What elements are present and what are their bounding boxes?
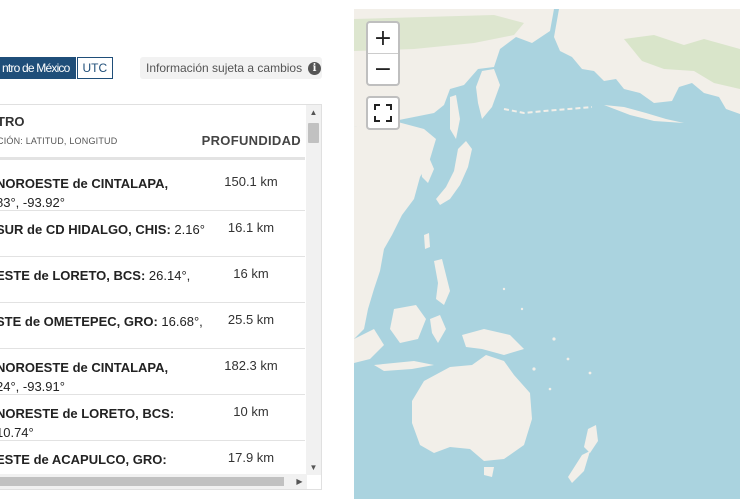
vertical-scroll-thumb[interactable] (308, 123, 319, 143)
info-notice-text: Información sujeta a cambios (146, 61, 303, 75)
scroll-right-arrow-icon[interactable]: ▶ (296, 477, 303, 486)
row-place: NORESTE de LORETO, BCS: (0, 406, 175, 421)
timezone-local-button[interactable]: ntro de México (0, 57, 76, 79)
row-coords: 10.74° (0, 425, 34, 440)
table-row[interactable]: ESTE de LORETO, BCS: 26.14°, 16 km (0, 257, 305, 303)
row-coords: 2.16° (174, 222, 205, 237)
fullscreen-icon (374, 104, 392, 122)
horizontal-scrollbar[interactable]: ▶ (0, 474, 307, 489)
row-depth: 150.1 km (224, 174, 278, 189)
row-location: ESTE de ACAPULCO, GRO: (0, 450, 211, 469)
scroll-down-arrow-icon[interactable]: ▼ (309, 463, 318, 472)
row-coords: 16.68°, (161, 314, 203, 329)
info-icon[interactable]: i (308, 61, 322, 75)
row-place: NOROESTE de CINTALAPA, (0, 360, 169, 375)
row-place: NOROESTE de CINTALAPA, (0, 176, 169, 191)
row-place: ESTE de ACAPULCO, GRO: (0, 452, 167, 467)
scroll-up-arrow-icon[interactable]: ▲ (309, 108, 318, 117)
zoom-control: + − (366, 21, 400, 86)
table-row[interactable]: NORESTE de LORETO, BCS: 10.74° 10 km (0, 395, 305, 441)
row-location: ESTE de LORETO, BCS: 26.14°, (0, 266, 211, 285)
column-header-center[interactable]: TRO (0, 114, 25, 129)
row-location: NOROESTE de CINTALAPA, 83°, -93.92° (0, 174, 211, 212)
zoom-in-button[interactable]: + (368, 23, 398, 54)
row-coords: 26.14°, (148, 268, 191, 283)
row-depth: 16 km (233, 266, 269, 281)
table-header: TRO CIÓN: LATITUD, LONGITUD PROFUNDIDAD (0, 105, 305, 160)
table-row[interactable]: STE de OMETEPEC, GRO: 16.68°, 25.5 km (0, 303, 305, 349)
timezone-utc-button[interactable]: UTC (76, 57, 114, 79)
map[interactable]: + − (354, 9, 740, 499)
row-depth: 16.1 km (227, 220, 275, 235)
timezone-toggle: ntro de México UTC (0, 57, 114, 79)
row-place: STE de OMETEPEC, GRO: (0, 314, 158, 329)
row-location: NORESTE de LORETO, BCS: 10.74° (0, 404, 211, 442)
row-place: ESTE de LORETO, BCS: (0, 268, 146, 283)
row-coords: 83°, -93.92° (0, 195, 65, 210)
row-location: NOROESTE de CINTALAPA, 24°, -93.91° (0, 358, 211, 396)
earthquake-table: TRO CIÓN: LATITUD, LONGITUD PROFUNDIDAD … (0, 104, 322, 490)
column-header-depth[interactable]: PROFUNDIDAD (201, 133, 301, 148)
table-row[interactable]: NOROESTE de CINTALAPA, 83°, -93.92° 150.1 … (0, 165, 305, 211)
row-depth: 25.5 km (227, 312, 275, 327)
table-body: NOROESTE de CINTALAPA, 83°, -93.92° 150.1 … (0, 165, 305, 487)
row-depth: 10 km (233, 404, 269, 419)
row-depth: 182.3 km (224, 358, 278, 373)
horizontal-scroll-thumb[interactable] (0, 477, 284, 486)
info-notice: Información sujeta a cambios i (140, 57, 322, 79)
vertical-scrollbar[interactable]: ▲ ▼ (306, 105, 321, 475)
row-location: SUR de CD HIDALGO, CHIS: 2.16° (0, 220, 211, 239)
column-header-location-sub: CIÓN: LATITUD, LONGITUD (0, 136, 118, 146)
table-row[interactable]: NOROESTE de CINTALAPA, 24°, -93.91° 182.3 … (0, 349, 305, 395)
row-coords: 24°, -93.91° (0, 379, 65, 394)
fullscreen-button[interactable] (366, 96, 400, 130)
row-depth: 17.9 km (227, 450, 275, 465)
map-tiles (354, 9, 740, 483)
zoom-out-button[interactable]: − (373, 56, 393, 82)
row-location: STE de OMETEPEC, GRO: 16.68°, (0, 312, 211, 331)
table-row[interactable]: SUR de CD HIDALGO, CHIS: 2.16° 16.1 km (0, 211, 305, 257)
row-place: SUR de CD HIDALGO, CHIS: (0, 222, 171, 237)
